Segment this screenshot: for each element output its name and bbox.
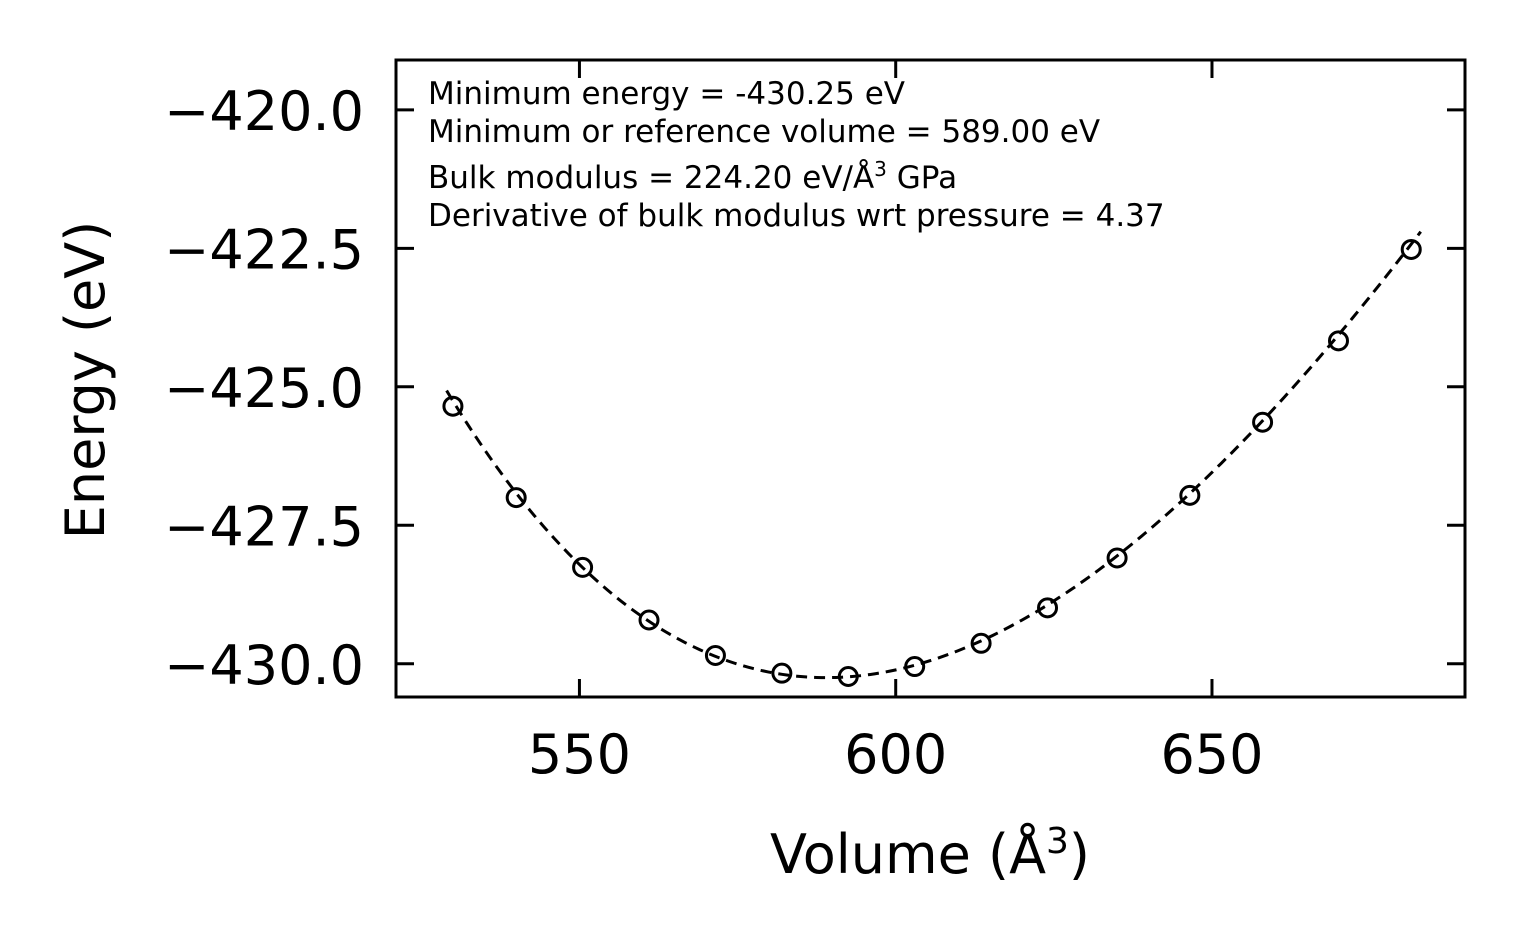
annotation-bulk-modulus-unit: GPa [887, 160, 957, 196]
data-point [1179, 484, 1201, 506]
data-point [837, 666, 859, 688]
annotation-bulk-modulus-main: Bulk modulus = 224.20 eV/Å [428, 160, 874, 196]
y-axis-ticks: −420.0 −422.5 −425.0 −427.5 −430.0 [164, 80, 1465, 697]
data-point [904, 656, 926, 678]
data-point [638, 609, 660, 631]
annotation-bulk-modulus: Bulk modulus = 224.20 eV/Å3 GPa [428, 157, 957, 196]
annotation-bulk-modulus-derivative: Derivative of bulk modulus wrt pressure … [428, 198, 1165, 234]
y-tick-label: −425.0 [164, 357, 364, 420]
data-point [1037, 597, 1059, 619]
data-point [704, 644, 726, 666]
data-point [771, 662, 793, 684]
data-point [1106, 547, 1128, 569]
x-tick-label: 650 [1160, 723, 1263, 786]
data-point [1400, 238, 1422, 260]
y-axis-label: Energy (eV) [54, 221, 117, 540]
x-axis-ticks: 550 600 650 [528, 60, 1264, 786]
y-tick-label: −420.0 [164, 80, 364, 143]
data-point [1327, 330, 1349, 352]
x-axis-label: Volume (Å3) [770, 821, 1090, 887]
x-tick-label: 550 [528, 723, 631, 786]
annotation-min-energy: Minimum energy = -430.25 eV [428, 76, 905, 112]
x-axis-label-main: Volume (Å [770, 822, 1046, 886]
data-point [1252, 411, 1274, 433]
y-tick-label: −430.0 [164, 634, 364, 697]
y-tick-label: −427.5 [164, 495, 364, 558]
x-axis-label-close: ) [1069, 823, 1090, 886]
data-point [505, 487, 527, 509]
annotation-min-volume: Minimum or reference volume = 589.00 eV [428, 114, 1100, 150]
annotation-bulk-modulus-sup: 3 [874, 157, 887, 181]
plot-frame [394, 58, 1467, 699]
y-tick-label: −422.5 [164, 218, 364, 281]
fit-curve-line [445, 230, 1422, 680]
data-point [442, 395, 464, 417]
data-points-group [442, 238, 1422, 688]
data-point [572, 556, 594, 578]
x-axis-label-sup: 3 [1046, 821, 1069, 862]
x-tick-label: 600 [844, 723, 947, 786]
fit-curve-group [445, 230, 1422, 680]
data-point [970, 632, 992, 654]
